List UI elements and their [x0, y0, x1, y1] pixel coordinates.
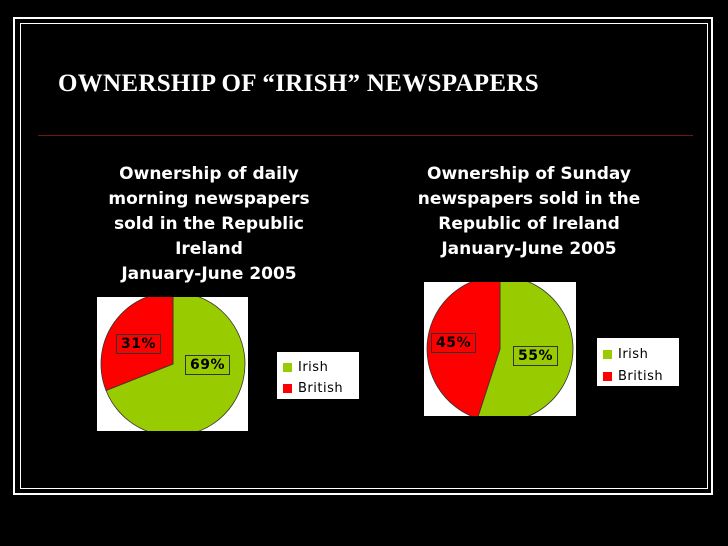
- pie-slice-british: [426, 282, 501, 416]
- pie-slice-irish: [477, 282, 574, 416]
- chart-1-title-line: Ownership of daily: [119, 164, 299, 184]
- legend-swatch-irish: [283, 362, 292, 372]
- chart-1-data-label-british: 31%: [116, 334, 162, 354]
- legend-label-british: British: [618, 368, 664, 384]
- chart-1-title-line: Ireland: [175, 239, 243, 259]
- pie-slice-irish: [105, 297, 246, 431]
- legend-swatch-british: [283, 383, 292, 393]
- chart-1-title-line: morning newspapers: [108, 189, 310, 209]
- chart-1-legend: Irish British: [277, 352, 359, 399]
- title-divider: [38, 135, 693, 136]
- chart-2-title-line: newspapers sold in the: [417, 189, 641, 209]
- chart-1-title-line: sold in the Republic: [113, 214, 305, 234]
- slide-title: OWNERSHIP OF “IRISH” NEWSPAPERS: [58, 70, 539, 97]
- legend-swatch-british: [603, 371, 612, 381]
- chart-1-legend-item-irish: Irish: [283, 359, 329, 375]
- chart-1-title-line: January-June 2005: [121, 264, 297, 284]
- chart-2-pie: [426, 282, 574, 416]
- chart-2-title-line: January-June 2005: [441, 239, 617, 259]
- legend-label-irish: Irish: [298, 359, 329, 375]
- chart-2-legend-item-irish: Irish: [603, 346, 649, 362]
- chart-2-legend: Irish British: [597, 338, 679, 386]
- chart-1-plot-area: 69% 31%: [97, 297, 248, 431]
- chart-1-pie: [100, 297, 246, 431]
- chart-2-title-line: Republic of Ireland: [438, 214, 620, 234]
- chart-2-title-line: Ownership of Sunday: [427, 164, 631, 184]
- chart-1-legend-item-british: British: [283, 380, 344, 396]
- chart-2-legend-item-british: British: [603, 368, 664, 384]
- legend-label-irish: Irish: [618, 346, 649, 362]
- chart-2-data-label-irish: 55%: [513, 346, 559, 366]
- chart-2-plot-area: 55% 45%: [424, 282, 576, 416]
- chart-2-data-label-british: 45%: [431, 333, 477, 353]
- chart-1-title: Ownership of daily morning newspapers so…: [92, 162, 326, 287]
- slide-inner-border: [20, 23, 708, 489]
- chart-2-title: Ownership of Sunday newspapers sold in t…: [398, 162, 660, 262]
- slide-outer-border: [13, 17, 713, 495]
- legend-swatch-irish: [603, 349, 612, 359]
- legend-label-british: British: [298, 380, 344, 396]
- chart-1-data-label-irish: 69%: [185, 355, 231, 375]
- pie-slice-british: [100, 297, 174, 392]
